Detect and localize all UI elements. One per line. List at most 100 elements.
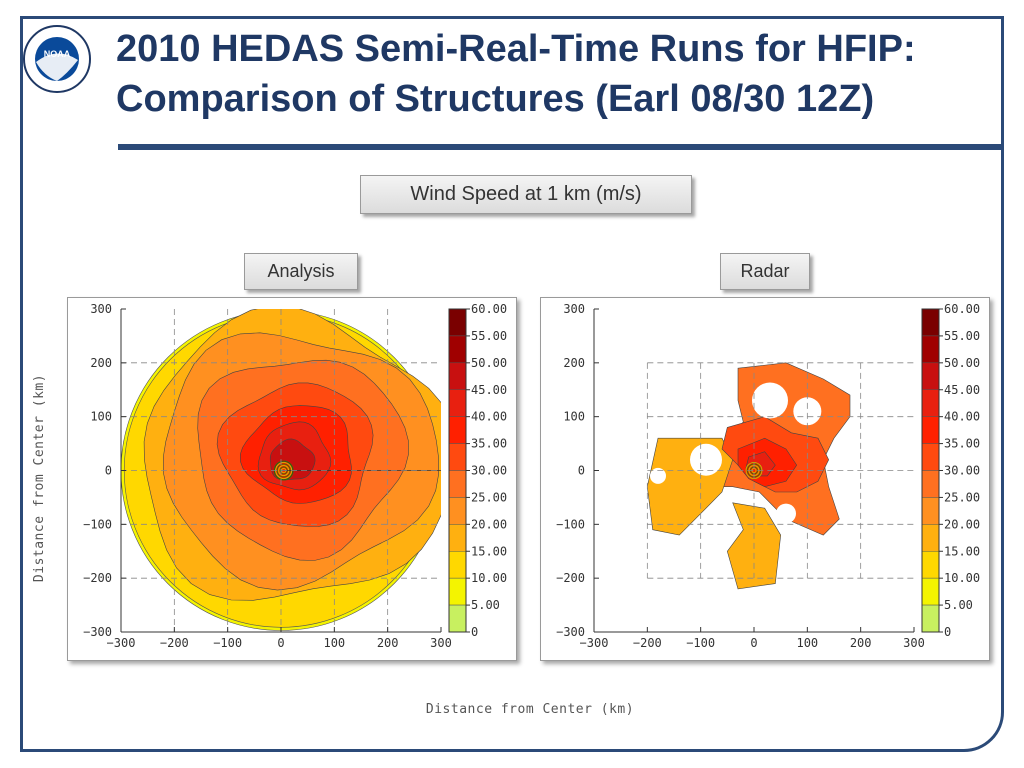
x-tick-label: 300 [430,636,452,650]
colorbar-segment [448,577,467,606]
y-tick-label: 100 [90,410,112,424]
colorbar-segment [921,335,940,364]
colorbar-label: 55.00 [944,329,980,343]
y-tick-label: −300 [83,625,112,639]
analysis-label: Analysis [244,253,358,290]
title-line-2: Comparison of Structures (Earl 08/30 12Z… [116,78,875,120]
y-tick-label: −200 [83,571,112,585]
radar-gap [690,443,722,476]
analysis-panel: −300 300 −200 200 −100 100 0 0 100 −100 200 −200 300… [67,297,517,661]
plot-area [646,362,851,590]
y-tick-label: 300 [90,302,112,316]
colorbar-segment [921,470,940,498]
x-tick-label: 0 [750,636,757,650]
radar-gap [650,467,666,484]
colorbar-segment [448,551,467,579]
slide-title: 2010 HEDAS Semi-Real-Time Runs for HFIP:… [116,24,986,124]
colorbar-label: 15.00 [471,544,507,558]
colorbar-label: 0 [471,625,478,639]
colorbar-label: 30.00 [944,464,980,478]
colorbar-segment [921,551,940,579]
colorbar-label: 50.00 [471,356,507,370]
colorbar-segment [921,389,940,417]
y-axis-title: Distance from Center (km) [32,374,46,582]
logo-text: NOAA [44,49,71,59]
x-tick-label: 200 [377,636,399,650]
x-tick-label: 200 [850,636,872,650]
colorbar-label: 60.00 [471,302,507,316]
y-tick-label: 300 [563,302,585,316]
colorbar-segment [448,416,467,444]
x-tick-label: −200 [633,636,662,650]
colorbar-label: 40.00 [471,410,507,424]
y-tick-label: −100 [83,517,112,531]
colorbar-segment [921,443,940,471]
plot-area [121,309,441,631]
y-tick-label: 200 [563,356,585,370]
x-tick-label: −100 [686,636,715,650]
x-tick-label: −300 [107,636,136,650]
radar-gap [776,503,796,524]
colorbar-label: 25.00 [471,490,507,504]
x-axis-title: Distance from Center (km) [426,702,634,717]
x-tick-label: 100 [323,636,345,650]
radar-gap [752,382,788,419]
grid [646,362,914,579]
colorbar-label: 50.00 [944,356,980,370]
colorbar-label: 30.00 [471,464,507,478]
analysis-chart: −300 300 −200 200 −100 100 0 0 100 −100 200 −200 300… [83,302,507,650]
colorbar-segment [448,308,467,337]
x-tick-label: 300 [903,636,925,650]
y-tick-label: −100 [556,517,585,531]
colorbar-segment [448,470,467,498]
colorbar-label: 35.00 [471,437,507,451]
y-axis-title-container: Distance from Center (km) [32,374,46,582]
radar-gap [793,397,822,426]
y-tick-label: 0 [578,464,585,478]
noaa-logo: NOAA [23,25,91,93]
colorbar-segment [448,443,467,471]
colorbar-label: 10.00 [471,571,507,585]
colorbar-label: 45.00 [944,383,980,397]
colorbar-segment [921,577,940,606]
title-rule [118,144,1002,150]
colorbar-label: 35.00 [944,437,980,451]
radar-chart: −300 300 −200 200 −100 100 0 0 100 −100 200 −200 300… [556,302,980,650]
colorbar-label: 5.00 [944,598,973,612]
colorbar-label: 20.00 [944,517,980,531]
colorbar-segment [921,524,940,552]
colorbar-segment [448,389,467,417]
colorbar-label: 5.00 [471,598,500,612]
x-axis-title-container: Distance from Center (km) [426,702,634,717]
colorbar-segment [921,604,940,633]
x-tick-label: −200 [160,636,189,650]
x-tick-label: 100 [796,636,818,650]
colorbar-label: 40.00 [944,410,980,424]
colorbar-label: 10.00 [944,571,980,585]
y-tick-label: −300 [556,625,585,639]
y-tick-label: 0 [105,464,112,478]
colorbar-segment [921,416,940,444]
colorbar-label: 20.00 [471,517,507,531]
x-tick-label: −300 [580,636,609,650]
colorbar-segment [921,308,940,337]
y-tick-label: −200 [556,571,585,585]
colorbar-label: 45.00 [471,383,507,397]
colorbar-segment [448,497,467,525]
radar-label: Radar [720,253,810,290]
colorbar-label: 55.00 [471,329,507,343]
colorbar-segment [448,604,467,633]
grid [121,309,441,632]
slide-frame [20,16,1004,752]
colorbar-label: 15.00 [944,544,980,558]
y-tick-label: 200 [90,356,112,370]
chart-main-label: Wind Speed at 1 km (m/s) [360,175,692,214]
colorbar-segment [921,362,940,391]
colorbar-label: 60.00 [944,302,980,316]
colorbar-segment [448,524,467,552]
colorbar-label: 25.00 [944,490,980,504]
colorbar-segment [921,497,940,525]
colorbar-label: 0 [944,625,951,639]
y-tick-label: 100 [563,410,585,424]
title-line-1: 2010 HEDAS Semi-Real-Time Runs for HFIP: [116,28,916,70]
